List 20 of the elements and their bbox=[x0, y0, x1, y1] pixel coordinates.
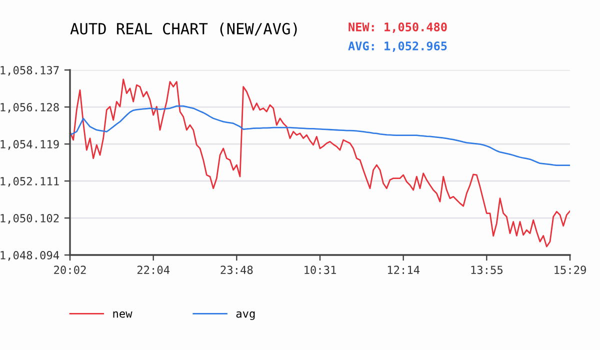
y-tick-label: 1,054.119 bbox=[0, 140, 59, 150]
legend-label: avg bbox=[236, 311, 255, 320]
x-tick-label: 22:04 bbox=[137, 266, 170, 274]
line-series bbox=[70, 105, 570, 166]
y-tick-label: 1,058.137 bbox=[0, 66, 59, 76]
line-series bbox=[70, 78, 570, 248]
chart-title: AUTD REAL CHART (NEW/AVG) bbox=[70, 22, 297, 36]
text: NEW: 1,050.480 bbox=[348, 22, 447, 33]
x-tick-label: 23:48 bbox=[220, 266, 253, 274]
x-tick-label: 13:55 bbox=[471, 266, 502, 274]
x-tick-label: 10:31 bbox=[304, 266, 336, 274]
y-tick-label: 1,056.128 bbox=[0, 103, 59, 113]
y-tick-label: 1,048.094 bbox=[0, 251, 60, 261]
y-tick-label: 1,050.102 bbox=[0, 214, 59, 224]
y-tick-label: 1,052.111 bbox=[0, 177, 59, 187]
x-tick-label: 12:14 bbox=[388, 266, 420, 274]
text: AVG: 1,052.965 bbox=[348, 41, 447, 52]
legend-label: new bbox=[113, 311, 132, 318]
x-tick-label: 20:02 bbox=[54, 266, 86, 274]
x-tick-label: 15:29 bbox=[554, 266, 586, 274]
